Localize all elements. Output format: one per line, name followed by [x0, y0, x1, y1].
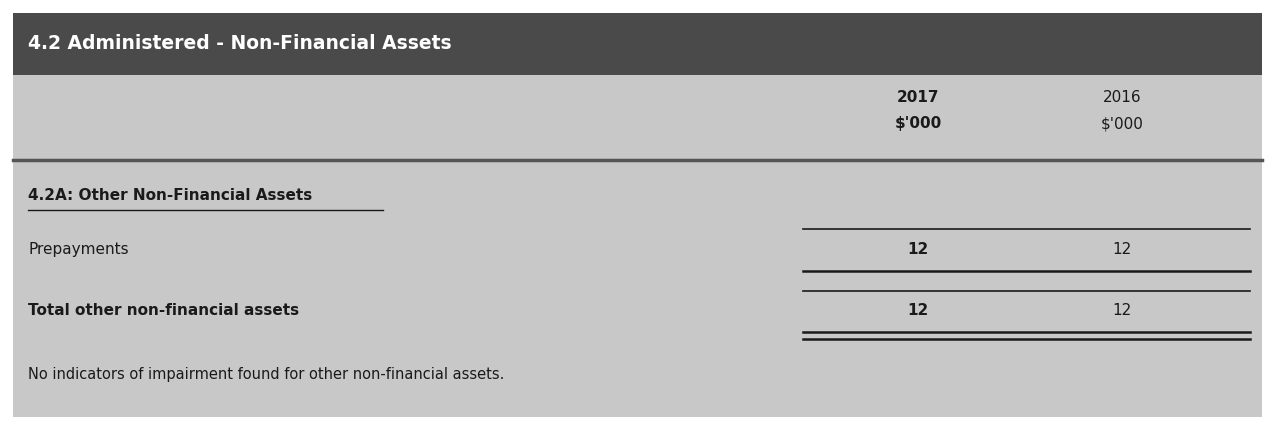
Text: 4.2 Administered - Non-Financial Assets: 4.2 Administered - Non-Financial Assets [28, 34, 451, 53]
Text: $'000: $'000 [894, 116, 942, 131]
Text: 12: 12 [908, 303, 928, 319]
Text: 2016: 2016 [1103, 90, 1141, 106]
Text: Total other non-financial assets: Total other non-financial assets [28, 303, 300, 319]
Text: 12: 12 [908, 242, 928, 257]
FancyBboxPatch shape [13, 13, 1262, 75]
Text: 4.2A: Other Non-Financial Assets: 4.2A: Other Non-Financial Assets [28, 188, 312, 204]
Text: Prepayments: Prepayments [28, 242, 129, 257]
FancyBboxPatch shape [13, 13, 1262, 417]
Text: 2017: 2017 [896, 90, 940, 106]
Text: 12: 12 [1112, 303, 1132, 319]
Text: $'000: $'000 [1100, 116, 1144, 131]
Text: 12: 12 [1112, 242, 1132, 257]
Text: No indicators of impairment found for other non-financial assets.: No indicators of impairment found for ot… [28, 367, 505, 383]
